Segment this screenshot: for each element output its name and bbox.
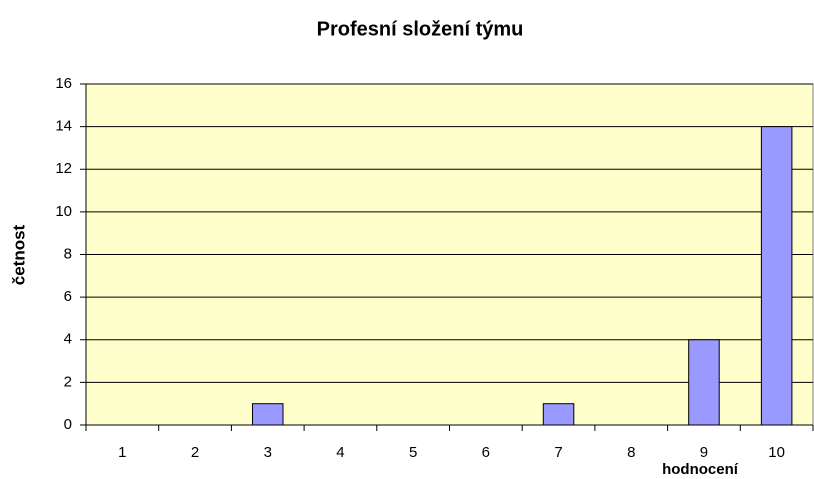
chart-title: Profesní složení týmu — [317, 18, 524, 40]
y-tick-label: 10 — [55, 203, 72, 220]
y-tick-label: 6 — [64, 288, 72, 305]
x-tick-label: 5 — [409, 444, 417, 461]
y-tick-label: 14 — [55, 118, 72, 135]
y-tick-label: 4 — [64, 331, 72, 348]
y-axis-label: četnost — [9, 224, 28, 285]
x-tick-label: 7 — [554, 444, 562, 461]
y-tick-label: 16 — [55, 75, 72, 92]
x-tick-label: 6 — [482, 444, 490, 461]
x-tick-label: 1 — [118, 444, 126, 461]
y-tick-label: 0 — [64, 416, 72, 433]
x-tick-label: 9 — [700, 444, 708, 461]
y-tick-label: 2 — [64, 373, 72, 390]
x-tick-label: 4 — [336, 444, 344, 461]
bar — [760, 126, 793, 426]
x-tick-label: 8 — [627, 444, 635, 461]
x-axis-label: hodnocení — [662, 461, 739, 478]
y-tick-label: 12 — [55, 160, 72, 177]
x-tick-label: 10 — [768, 444, 785, 461]
bar — [542, 403, 575, 426]
bar — [251, 403, 284, 426]
bar — [688, 339, 720, 426]
x-tick-label: 2 — [191, 444, 199, 461]
y-tick-label: 8 — [64, 245, 72, 262]
x-tick-label: 3 — [264, 444, 272, 461]
